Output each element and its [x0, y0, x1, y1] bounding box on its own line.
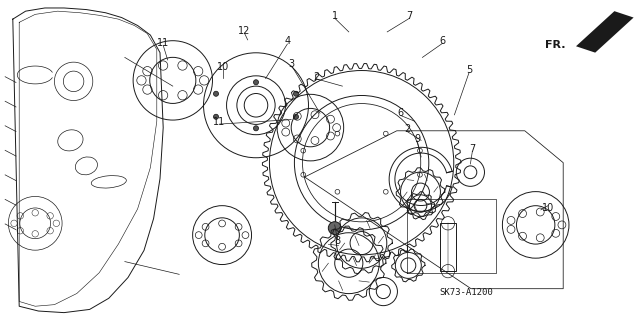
- Circle shape: [328, 222, 341, 234]
- Circle shape: [253, 126, 259, 131]
- Text: 1: 1: [332, 11, 338, 21]
- Text: 4: 4: [284, 36, 291, 47]
- Text: FR.: FR.: [545, 40, 565, 50]
- Text: 6: 6: [397, 108, 404, 118]
- Text: 5: 5: [466, 65, 472, 75]
- Text: 11: 11: [213, 117, 226, 127]
- Text: 6: 6: [440, 36, 446, 46]
- Circle shape: [294, 114, 298, 119]
- Text: 8: 8: [334, 236, 340, 246]
- Circle shape: [214, 114, 218, 119]
- Circle shape: [214, 91, 218, 96]
- Circle shape: [294, 91, 298, 96]
- Text: 7: 7: [469, 144, 476, 154]
- Text: SK73-A1200: SK73-A1200: [439, 288, 493, 297]
- Text: 11: 11: [157, 38, 170, 48]
- Text: 10: 10: [216, 62, 229, 72]
- Text: 9: 9: [414, 134, 420, 144]
- Text: 12: 12: [238, 26, 251, 36]
- Text: 2: 2: [404, 124, 410, 134]
- Text: 7: 7: [406, 11, 413, 21]
- Text: 3: 3: [289, 59, 295, 69]
- Text: 10: 10: [541, 203, 554, 213]
- Circle shape: [253, 80, 259, 85]
- Text: 2: 2: [313, 71, 319, 82]
- Polygon shape: [576, 11, 634, 53]
